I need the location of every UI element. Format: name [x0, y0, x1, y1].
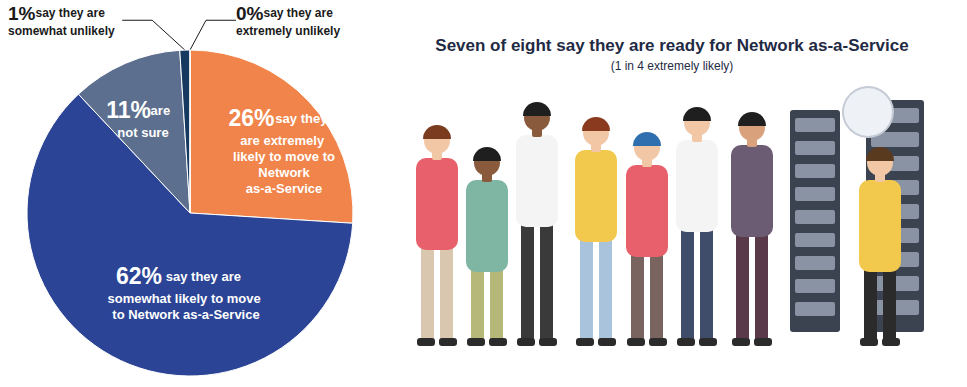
- svg-text:say they: say they: [275, 111, 331, 126]
- svg-text:say they are: say they are: [263, 6, 336, 20]
- svg-text:Seven of eight say they are re: Seven of eight say they are ready for Ne…: [435, 36, 908, 55]
- svg-text:likely to move to: likely to move to: [233, 149, 335, 164]
- svg-text:are extremely: are extremely: [240, 133, 327, 148]
- svg-text:1%: 1%: [8, 3, 36, 24]
- svg-text:not sure: not sure: [117, 125, 168, 140]
- svg-text:Network: Network: [255, 165, 314, 180]
- svg-text:62%: 62%: [116, 263, 162, 289]
- svg-text:to Network as-a-Service: to Network as-a-Service: [112, 307, 259, 322]
- svg-text:26%: 26%: [228, 105, 274, 131]
- svg-text:somewhat likely to move: somewhat likely to move: [108, 291, 265, 306]
- svg-text:say they are: say they are: [166, 269, 245, 284]
- svg-text:as-a-Service: as-a-Service: [246, 181, 323, 196]
- svg-text:are: are: [151, 103, 174, 118]
- svg-text:0%: 0%: [236, 3, 264, 24]
- svg-text:somewhat unlikely: somewhat unlikely: [8, 24, 115, 38]
- svg-text:(1 in 4 extremely likely): (1 in 4 extremely likely): [611, 59, 734, 73]
- svg-text:say they are: say they are: [35, 6, 108, 20]
- svg-text:11%: 11%: [106, 97, 151, 123]
- svg-text:extremely unlikely: extremely unlikely: [236, 24, 340, 38]
